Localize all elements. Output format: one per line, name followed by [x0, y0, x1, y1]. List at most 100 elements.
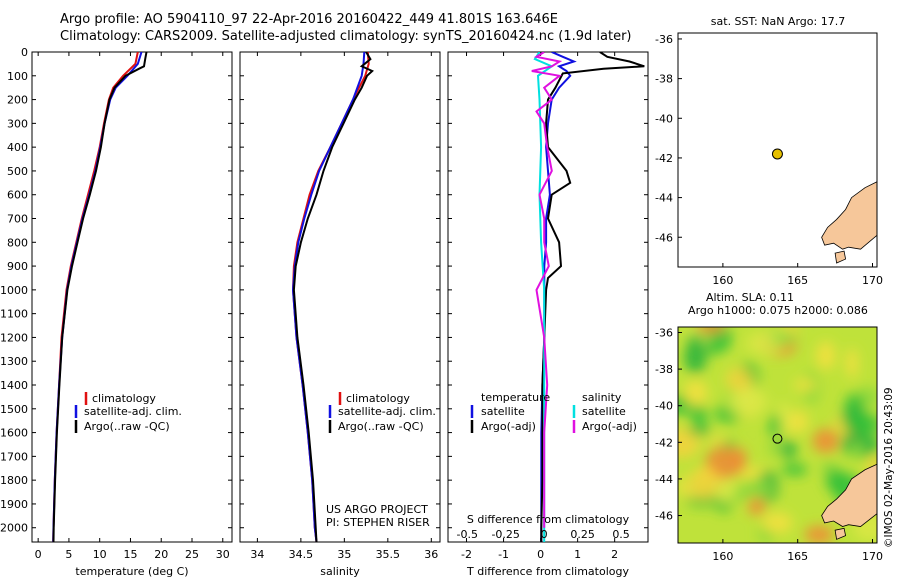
- depth-tick-label: 1400: [0, 379, 28, 392]
- legend-label-climatology: climatology: [92, 392, 156, 405]
- sla-anomaly: [690, 466, 719, 500]
- x-tick-label: 25: [185, 548, 199, 561]
- sla-anomaly: [843, 413, 877, 435]
- sla-anomaly: [728, 387, 768, 417]
- x-tick-label: -1: [498, 548, 509, 561]
- depth-tick-label: 500: [7, 165, 28, 178]
- sla-anomaly: [780, 439, 797, 460]
- legend-label-satellite: satellite-adj. clim.: [84, 405, 182, 418]
- sla-anomaly: [794, 378, 817, 391]
- depth-tick-label: 1700: [0, 450, 28, 463]
- lon-tick-label: 165: [787, 274, 808, 287]
- lat-tick-label: -44: [655, 473, 673, 486]
- s-difference-label: S difference from climatology: [467, 513, 630, 526]
- legend-label-climatology: climatology: [346, 392, 410, 405]
- s-difference-axis: -0.5 -0.25 0 0.25 0.5: [456, 528, 629, 541]
- sla-anomaly: [848, 442, 864, 457]
- temperature-panel: [31, 51, 233, 543]
- lat-tick-label: -40: [655, 112, 673, 125]
- sla-anomaly: [705, 446, 743, 480]
- sla-anomaly: [707, 435, 729, 447]
- salinity-chart: 34 34.5 35 35.5 36: [250, 52, 438, 561]
- map-frame: [677, 326, 878, 544]
- series-line-argo: [292, 52, 374, 542]
- depth-tick-label: 1200: [0, 331, 28, 344]
- salinity-panel: [239, 51, 441, 543]
- x-tick-label: 15: [123, 548, 137, 561]
- t-difference-xlabel: T difference from climatology: [466, 565, 629, 578]
- sla-anomaly: [816, 341, 836, 370]
- x-tick-label: 10: [93, 548, 107, 561]
- lon-tick-label: 170: [862, 274, 883, 287]
- x-tick-label: 20: [154, 548, 168, 561]
- depth-tick-label: 2000: [0, 522, 28, 535]
- sst-map-title: sat. SST: NaN Argo: 17.7: [711, 15, 845, 28]
- project-label: US ARGO PROJECT: [326, 503, 428, 516]
- difference-chart: -2 -1 0 1 2: [461, 52, 645, 561]
- sla-anomaly: [683, 379, 708, 406]
- sla-anomaly: [767, 440, 784, 457]
- legend-label-s-argo: Argo(-adj): [582, 420, 637, 433]
- sla-anomaly: [684, 341, 707, 374]
- s-tick-label: 0.25: [570, 528, 595, 541]
- legend-label-satellite: satellite-adj. clim.: [338, 405, 436, 418]
- depth-tick-label: 300: [7, 117, 28, 130]
- land-new-zealand: [821, 463, 878, 527]
- lon-tick-label: 160: [712, 274, 733, 287]
- legend-label-argo: Argo(..raw -QC): [84, 420, 170, 433]
- land-stewart-island: [834, 527, 847, 540]
- lat-tick-label: -38: [655, 73, 673, 86]
- sla-anomaly: [738, 478, 773, 501]
- depth-tick-label: 1800: [0, 474, 28, 487]
- sla-anomaly: [786, 410, 809, 434]
- s-tick-label: -0.25: [491, 528, 519, 541]
- depth-tick-label: 200: [7, 94, 28, 107]
- legend-label-s-satellite: satellite: [582, 405, 626, 418]
- sla-anomaly: [732, 447, 747, 473]
- depth-tick-label: 900: [7, 260, 28, 273]
- sla-map-title: Altim. SLA: 0.11: [706, 291, 794, 304]
- sla-anomaly: [845, 393, 865, 410]
- temperature-legend: climatology satellite-adj. clim. Argo(..…: [74, 392, 182, 433]
- sla-anomaly: [773, 331, 799, 346]
- lon-tick-label: 165: [787, 550, 808, 563]
- depth-tick-label: 1100: [0, 308, 28, 321]
- s-tick-label: -0.5: [456, 528, 477, 541]
- series-line-s-argo: [531, 52, 563, 528]
- sla-anomaly: [678, 427, 700, 459]
- lat-tick-label: -38: [655, 363, 673, 376]
- sla-anomaly: [781, 463, 808, 476]
- depth-tick-label: 100: [7, 70, 28, 83]
- depth-tick-label: 800: [7, 236, 28, 249]
- x-tick-label: 0: [35, 548, 42, 561]
- lon-tick-label: 160: [712, 550, 733, 563]
- x-tick-label: 5: [65, 548, 72, 561]
- profile-title: Argo profile: AO 5904110_97 22-Apr-2016 …: [60, 12, 558, 27]
- series-line-satellite: [291, 52, 366, 542]
- land-new-zealand: [821, 181, 878, 250]
- sla-anomaly: [726, 367, 753, 392]
- difference-panel: [447, 51, 649, 543]
- lat-tick-label: -42: [655, 436, 673, 449]
- argo-float-marker: [772, 433, 783, 444]
- sla-anomaly: [714, 470, 735, 503]
- x-tick-label: 35: [337, 548, 351, 561]
- lat-tick-label: -36: [655, 326, 673, 339]
- lat-tick-label: -36: [655, 33, 673, 46]
- temperature-chart: 0 5 10 15 20 25 30: [35, 52, 230, 561]
- s-tick-label: 0.5: [612, 528, 630, 541]
- watermark: ©IMOS 02-May-2016 20:43:09: [883, 387, 895, 548]
- x-tick-label: 36: [424, 548, 438, 561]
- legend-title-temperature: temperature: [481, 391, 550, 404]
- sla-map-subtitle: Argo h1000: 0.075 h2000: 0.086: [688, 304, 868, 317]
- sla-anomaly: [748, 497, 766, 516]
- salinity-legend: climatology satellite-adj. clim. Argo(..…: [328, 392, 436, 433]
- difference-salinity-legend: salinity satellite Argo(-adj): [572, 391, 637, 433]
- sst-map: -36 -38 -40 -42 -44 -46 160 165 170: [655, 32, 883, 287]
- x-tick-label: 34: [250, 548, 264, 561]
- lat-tick-label: -44: [655, 192, 673, 205]
- sla-anomaly: [812, 428, 840, 454]
- lat-tick-label: -46: [655, 510, 673, 523]
- sla-anomaly: [689, 404, 708, 425]
